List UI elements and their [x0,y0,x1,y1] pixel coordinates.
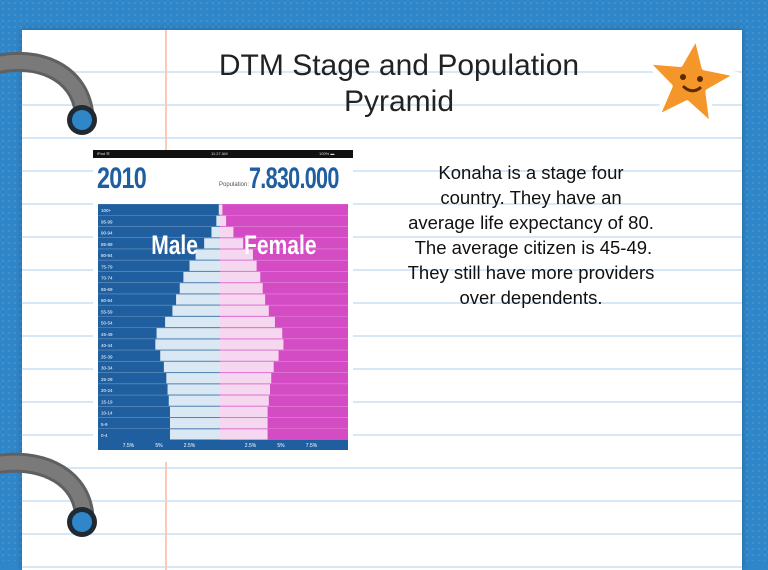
age-tick-label: 100+ [101,208,112,213]
male-bar [155,339,220,350]
female-bar [220,384,271,395]
age-tick-label: 50-54 [101,321,113,326]
male-bar [169,418,220,429]
binder-ring-top-icon [0,51,97,135]
description-line: Konaha is a stage four [438,162,624,183]
female-bar [220,249,253,260]
female-bar [220,406,268,418]
age-tick-label: 0-4 [101,433,108,438]
description-line: They still have more providers [407,262,655,283]
female-bar [220,361,274,373]
series-label-female: Female [244,231,317,261]
description-line: country. They have an [440,187,622,208]
female-bar [220,204,223,215]
population-value: 7.830.000 [249,162,339,195]
age-tick-label: 55-59 [101,309,113,314]
male-bar [156,328,220,339]
slide-title: DTM Stage and Population Pyramid [160,48,638,120]
female-bar [220,260,257,271]
age-tick-label: 80-84 [101,253,113,258]
female-bar [220,418,268,429]
age-tick-label: 40-44 [101,343,113,348]
male-bar [204,238,220,249]
female-bar [220,294,266,305]
age-tick-label: 45-49 [101,332,113,337]
male-bar [183,271,220,283]
male-bar [216,215,220,226]
age-tick-label: 95-99 [101,219,113,224]
status-left: iPad ☰ [97,151,110,156]
female-bar [220,215,227,226]
pyramid-chart: 100+ 95-99 90-94 85-89 80-84 75-79 70-74 65-69 6… [98,203,348,450]
male-bar [176,294,220,305]
status-time: 11:27 AM [211,151,228,156]
age-tick-label: 60-64 [101,298,113,303]
male-bar [189,260,220,271]
age-tick-label: 85-89 [101,242,113,247]
population-pyramid-image: iPad ☰ 11:27 AM 100% ▬ 2010 Population: … [93,150,353,462]
age-tick-label: 70-74 [101,276,113,281]
male-bar [167,384,220,395]
description-line: average life expectancy of 80. [408,212,654,233]
age-tick-label: 5-9 [101,422,108,427]
female-bar [220,373,272,384]
smiling-star-icon [643,33,740,128]
age-tick-label: 90-94 [101,231,113,236]
age-tick-label: 15-19 [101,399,113,404]
male-bar [172,305,220,316]
population-label: Population: [219,182,250,188]
x-tick-label: 7.5% [306,443,318,449]
male-bar [169,429,220,440]
female-bar [220,271,261,283]
female-bar [220,305,269,316]
male-bar [179,283,220,294]
x-tick-label: 2.5% [184,443,196,449]
age-tick-label: 10-14 [101,411,113,416]
male-bar [169,406,220,418]
female-bar [220,339,284,350]
slide-title-line-1: DTM Stage and Population [218,49,580,82]
female-bar [220,283,263,294]
chart-year: 2010 [97,162,147,195]
description-line: The average citizen is 45-49. [409,237,653,258]
age-tick-label: 25-29 [101,377,113,382]
status-battery: 100% ▬ [319,151,335,156]
male-bar [165,316,220,328]
male-bar [163,361,220,373]
female-bar [220,316,275,328]
female-bar [220,395,269,406]
device-status-bar: iPad ☰ 11:27 AM 100% ▬ [93,150,353,158]
female-bar [220,350,279,361]
female-bar [220,238,244,249]
x-tick-label: 5% [155,443,163,449]
description-line: over dependents. [459,287,603,308]
series-label-male: Male [151,231,198,261]
binder-ring-bottom-icon [0,452,97,537]
slide-description: Konaha is a stage four country. They hav… [372,160,690,310]
male-bar [195,249,220,260]
slide-title-line-2: Pyramid [343,85,455,118]
male-bar [218,204,220,215]
age-tick-label: 65-69 [101,287,113,292]
male-bar [211,226,220,238]
x-axis-band [98,440,348,450]
male-bar [160,350,220,361]
x-tick-label: 7.5% [123,443,135,449]
male-bar [166,373,220,384]
age-tick-label: 35-39 [101,354,113,359]
female-bar [220,226,234,238]
female-bar [220,328,283,339]
female-bar [220,429,268,440]
male-bar [168,395,220,406]
x-tick-label: 2.5% [245,443,257,449]
age-tick-label: 75-79 [101,264,113,269]
age-tick-label: 30-34 [101,366,113,371]
x-tick-label: 5% [277,443,285,449]
age-tick-label: 20-24 [101,388,113,393]
